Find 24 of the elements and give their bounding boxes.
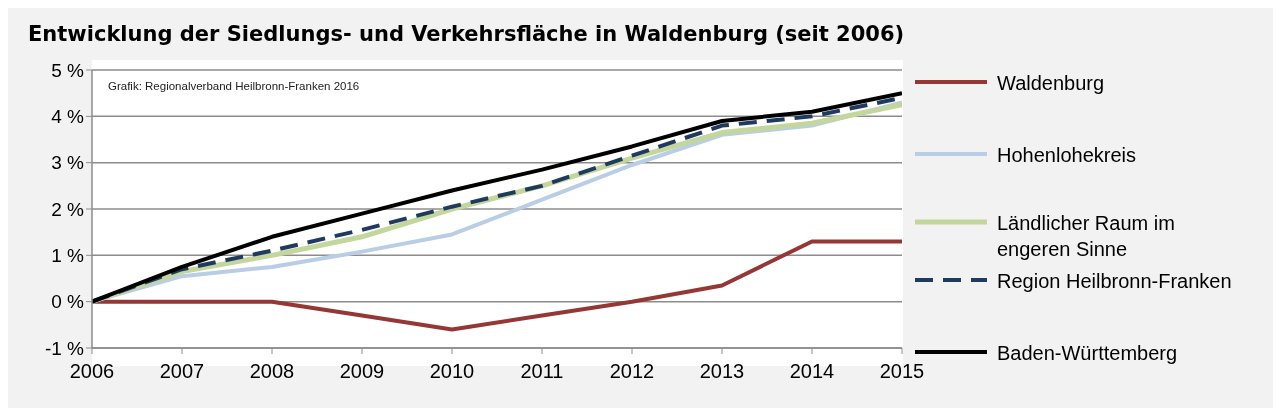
x-tick-label: 2009 <box>339 360 385 383</box>
legend-label: Region Heilbronn-Franken <box>997 269 1232 294</box>
x-tick-label: 2014 <box>789 360 835 383</box>
x-tick-label: 2010 <box>429 360 475 383</box>
x-tick-label: 2007 <box>159 360 205 383</box>
x-tick-label: 2015 <box>879 360 925 383</box>
legend-label: Hohenlohekreis <box>997 143 1137 168</box>
annotation: Grafik: Regionalverband Heilbronn-Franken 2016 <box>108 80 360 92</box>
x-tick-label: 2008 <box>249 360 295 383</box>
legend-label: Waldenburg <box>997 71 1106 96</box>
y-tick-label: 4 % <box>51 106 85 128</box>
y-tick-label: -1 % <box>44 337 85 359</box>
y-tick-label: 2 % <box>51 198 85 220</box>
y-tick-label: 0 % <box>51 291 85 313</box>
y-tick-label: 3 % <box>51 152 85 174</box>
chart-title: Entwicklung der Siedlungs- und Verkehrsfläche in Waldenburg (seit 2006) <box>28 22 905 46</box>
legend-label: Ländlicher Raum im engeren Sinne <box>997 211 1176 262</box>
y-tick-label: 5 % <box>51 59 85 81</box>
x-tick-label: 2012 <box>609 360 655 383</box>
legend-label: Baden-Württemberg <box>997 341 1179 366</box>
x-tick-label: 2013 <box>699 360 745 383</box>
x-tick-label: 2011 <box>520 360 564 383</box>
x-tick-label: 2006 <box>69 360 115 383</box>
y-tick-label: 1 % <box>51 245 85 267</box>
